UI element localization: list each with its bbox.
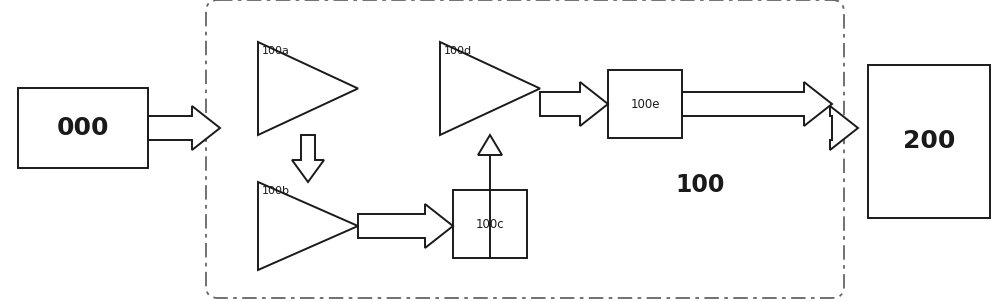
Text: 000: 000 bbox=[57, 116, 109, 140]
Text: 200: 200 bbox=[903, 129, 955, 154]
Polygon shape bbox=[830, 106, 858, 150]
Text: 100: 100 bbox=[675, 173, 725, 197]
Polygon shape bbox=[292, 135, 324, 182]
Polygon shape bbox=[440, 42, 540, 135]
Polygon shape bbox=[540, 82, 608, 126]
Polygon shape bbox=[148, 106, 220, 150]
Bar bbox=[18, 88, 148, 168]
Polygon shape bbox=[478, 135, 502, 155]
Text: 100b: 100b bbox=[262, 186, 290, 196]
Bar bbox=[608, 70, 682, 138]
Text: 100d: 100d bbox=[444, 46, 472, 56]
Text: 100c: 100c bbox=[476, 218, 504, 231]
Polygon shape bbox=[258, 42, 358, 135]
Polygon shape bbox=[358, 204, 453, 248]
Polygon shape bbox=[258, 182, 358, 270]
Text: 100a: 100a bbox=[262, 46, 290, 56]
Bar bbox=[868, 65, 990, 218]
Text: 100e: 100e bbox=[630, 98, 660, 110]
Bar bbox=[453, 190, 527, 258]
Polygon shape bbox=[682, 82, 832, 126]
